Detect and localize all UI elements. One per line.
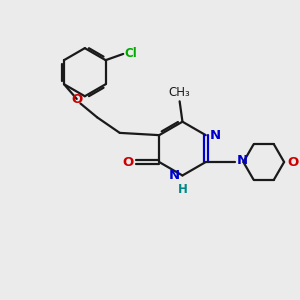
Text: O: O bbox=[71, 93, 82, 106]
Text: N: N bbox=[210, 129, 221, 142]
Text: CH₃: CH₃ bbox=[169, 85, 190, 98]
Text: O: O bbox=[122, 155, 134, 169]
Text: N: N bbox=[237, 154, 248, 167]
Text: N: N bbox=[169, 169, 180, 182]
Text: H: H bbox=[178, 183, 188, 196]
Text: O: O bbox=[287, 155, 298, 169]
Text: Cl: Cl bbox=[124, 47, 137, 60]
